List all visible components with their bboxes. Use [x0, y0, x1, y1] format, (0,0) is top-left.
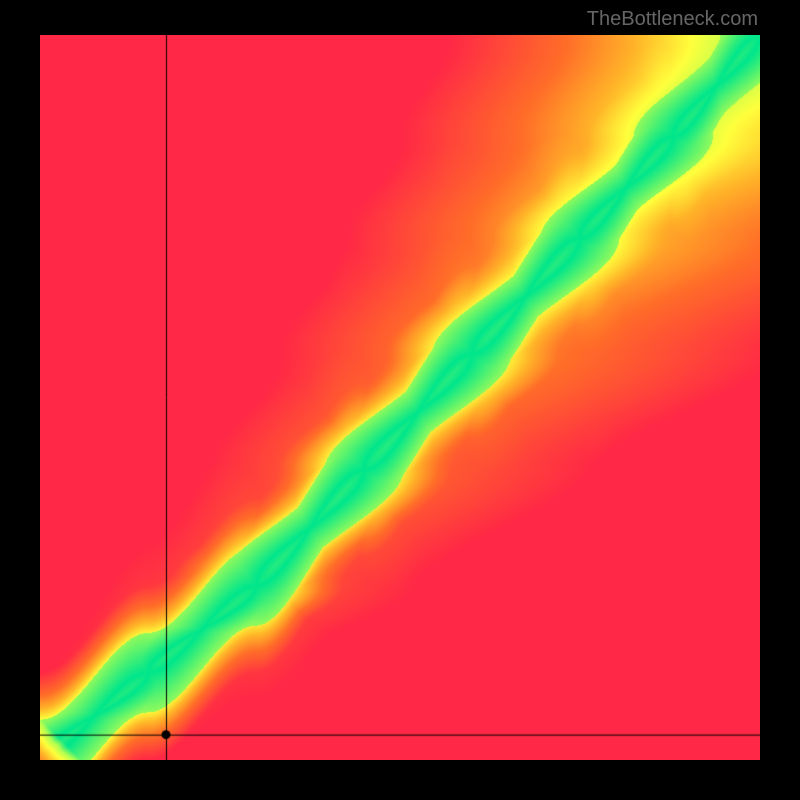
heatmap-plot	[40, 35, 760, 760]
heatmap-canvas	[40, 35, 760, 760]
watermark-text: TheBottleneck.com	[587, 8, 758, 31]
